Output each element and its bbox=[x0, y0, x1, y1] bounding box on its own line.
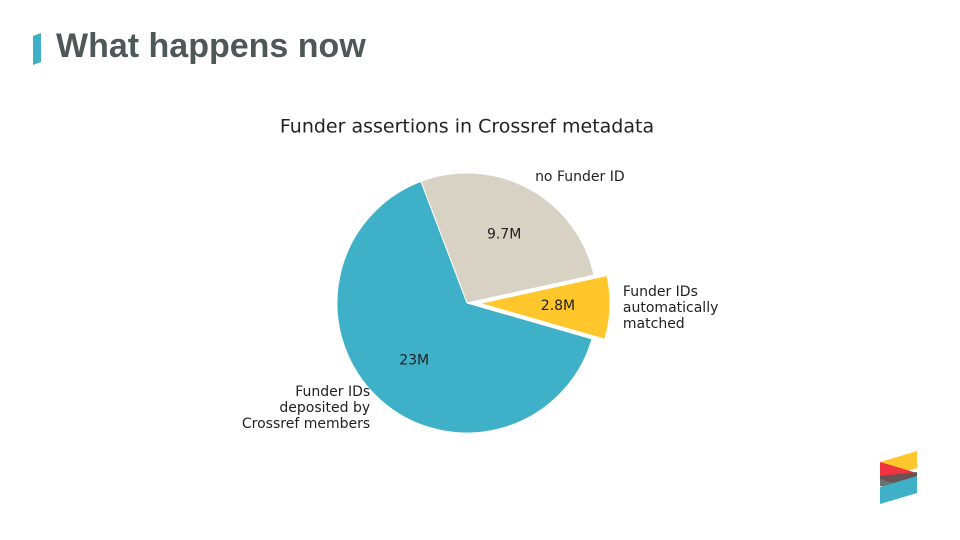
category-label: Funder IDs automatically matched bbox=[623, 284, 718, 332]
value-label: 9.7M bbox=[487, 226, 521, 242]
pie-slice bbox=[420, 172, 595, 304]
value-label: 23M bbox=[399, 352, 429, 368]
slide-title: What happens now bbox=[56, 27, 366, 65]
title-accent bbox=[33, 33, 41, 65]
value-label: 2.8M bbox=[541, 298, 575, 314]
pie-slice bbox=[336, 180, 593, 434]
chart-title: Funder assertions in Crossref metadata bbox=[280, 116, 654, 138]
pie-slice bbox=[479, 274, 611, 340]
category-label: no Funder ID bbox=[535, 169, 625, 185]
category-label: Funder IDs deposited by Crossref members bbox=[242, 384, 370, 432]
logo bbox=[880, 451, 917, 504]
